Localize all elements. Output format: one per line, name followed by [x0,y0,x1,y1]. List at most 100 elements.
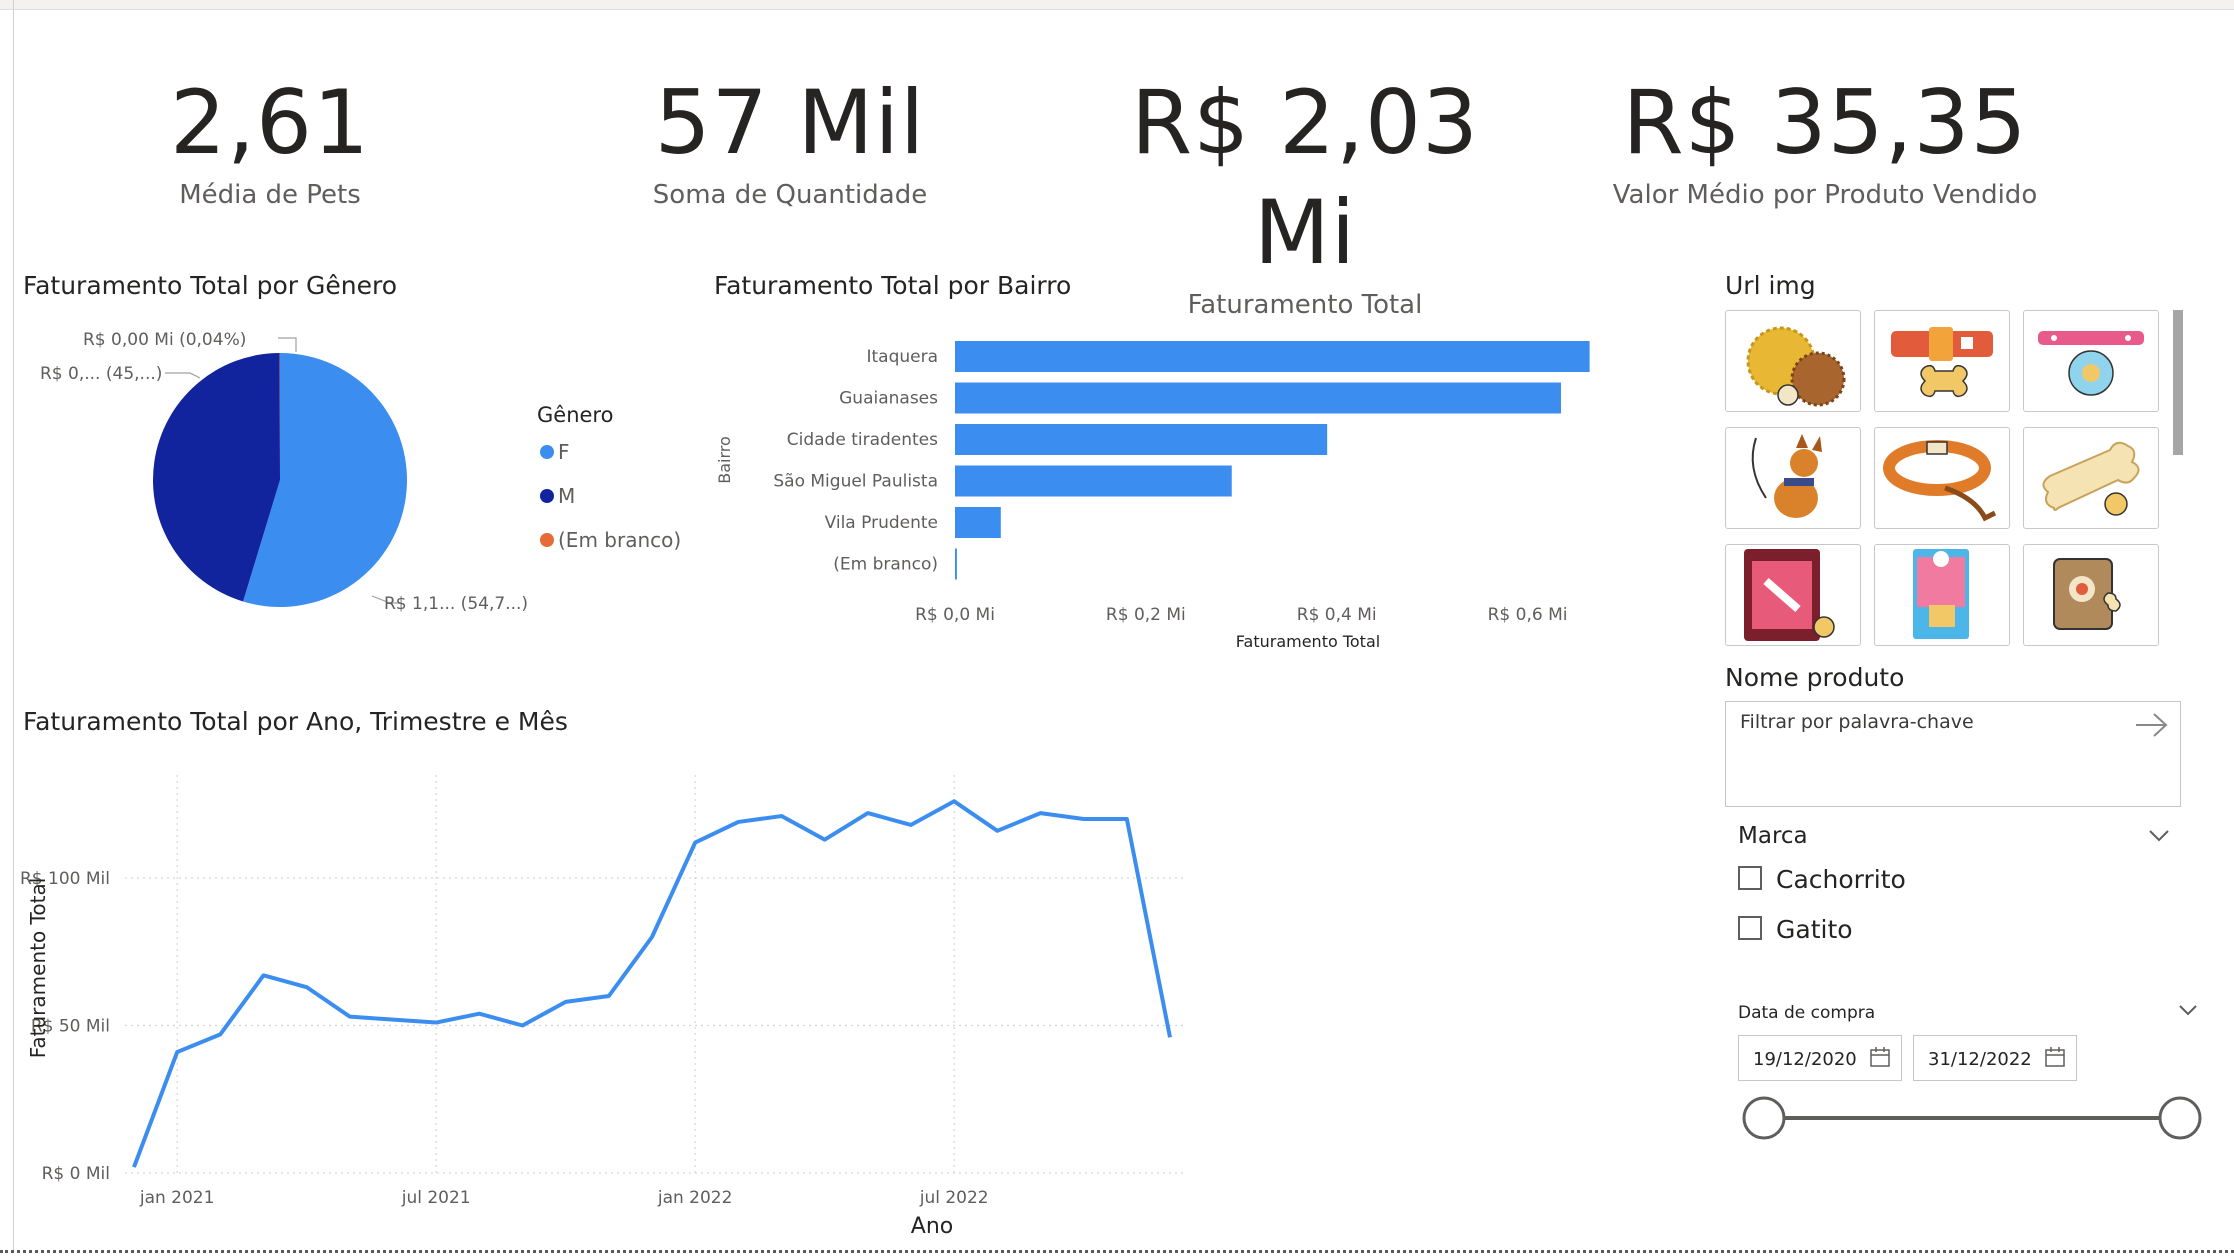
product-filter-title: Nome produto [1725,663,1905,692]
bar-category-label: Vila Prudente [825,513,938,533]
calendar-icon[interactable] [1869,1046,1891,1073]
checkbox[interactable] [1738,916,1762,940]
brand-option-cachorrito[interactable]: Cachorrito [1738,865,1906,894]
pie-leader-line [371,595,400,604]
slider-end-handle[interactable] [2158,1096,2202,1140]
brand-option-gatito[interactable]: Gatito [1738,915,1853,944]
legend-item-blank[interactable]: (Em branco) [540,528,681,552]
treat-bag-icon[interactable] [1725,544,1861,646]
bone-collar-icon[interactable] [1874,310,2010,412]
product-search-input[interactable] [1738,710,2122,734]
gender-legend-title: Gênero [537,403,614,427]
kpi-card-pets: 2,61 Média de Pets [150,68,390,210]
arrow-right-icon[interactable] [2134,712,2170,743]
chevron-down-icon[interactable] [2178,1004,2198,1023]
bar [955,382,1561,414]
bone-treat-icon[interactable] [2023,427,2159,529]
line-x-tick-label: jan 2022 [657,1188,733,1208]
pie-leader-line [165,372,201,379]
bar-category-label: (Em branco) [833,555,938,575]
line-x-tick-label: jul 2021 [401,1188,471,1208]
bar-x-axis-title: Faturamento Total [1236,632,1380,651]
pie-label-f: R$ 1,1... (54,7...) [384,594,528,614]
date-range-slider[interactable] [1738,1095,2208,1145]
dog-food-bag-icon[interactable] [2023,544,2159,646]
dog-on-leash-icon[interactable] [1725,427,1861,529]
kpi-label: Média de Pets [179,180,361,210]
kpi-value: R$ 35,35 [1622,71,2028,174]
gender-chart-title: Faturamento Total por Gênero [23,271,397,300]
checkbox[interactable] [1738,866,1762,890]
toy-balls-icon[interactable] [1725,310,1861,412]
bar-x-tick-label: R$ 0,2 Mi [1106,605,1186,625]
bairro-bar-chart: Itaquera Guaianases Cidade tiradentes São M… [715,341,1590,651]
pie-leader-line [278,337,297,352]
kpi-label: Faturamento Total [1187,290,1423,320]
product-search-box [1725,701,2181,807]
pie-label-m: R$ 0,... (45,...) [40,364,162,384]
cat-food-can-icon[interactable] [1874,544,2010,646]
bar [955,424,1328,455]
canvas-bottom-border [0,1250,2234,1253]
bar [955,507,1001,538]
legend-item-f[interactable]: F [540,440,570,464]
bar-marks: Itaquera Guaianases Cidade tiradentes São M… [773,341,1590,625]
brand-option-label: Cachorrito [1776,865,1906,894]
canvas-left-border [13,0,14,1250]
end-date-input[interactable]: 31/12/2022 [1913,1035,2077,1081]
images-panel-title: Url img [1725,271,1816,300]
bar-y-axis-title: Bairro [715,436,734,484]
line-marks: R$ 100 Mil R$ 50 Mil R$ 0 Mil jan 2021 jul 2… [20,775,1185,1208]
kpi-card-quantidade: 57 Mil Soma de Quantidade [640,68,940,210]
bar [955,548,957,580]
line-y-tick-label: R$ 100 Mil [20,869,110,889]
gender-pie-chart: R$ 0,00 Mi (0,04%) R$ 0,... (45,...) R$ … [40,330,528,614]
bar-x-tick-label: R$ 0,0 Mi [915,605,995,625]
brand-option-label: Gatito [1776,915,1853,944]
line-x-tick-label: jan 2021 [139,1188,215,1208]
slider-start-handle[interactable] [1742,1096,1786,1140]
revenue-line-chart: R$ 100 Mil R$ 50 Mil R$ 0 Mil jan 2021 jul 2… [20,775,1185,1239]
kpi-label: Valor Médio por Produto Vendido [1612,180,2038,210]
images-scrollbar[interactable] [2173,310,2183,455]
legend-item-m[interactable]: M [540,484,575,508]
start-date-input[interactable]: 19/12/2020 [1738,1035,1902,1081]
bar-x-tick-label: R$ 0,4 Mi [1297,605,1377,625]
line-y-axis-title: Faturamento Total [26,878,50,1059]
pink-collar-icon[interactable] [2023,310,2159,412]
kpi-card-valor-medio: R$ 35,35 Valor Médio por Produto Vendido [1600,68,2050,210]
legend-dot [540,532,554,547]
legend-dot [540,444,554,459]
bar-category-label: Guaianases [839,389,938,409]
line-y-tick-label: R$ 0 Mil [42,1164,110,1184]
pie-slice-m [153,353,280,602]
bar [955,465,1232,497]
bar-x-tick-label: R$ 0,6 Mi [1488,605,1568,625]
brand-filter-title: Marca [1738,823,1808,849]
line-y-tick-label: R$ 50 Mil [31,1017,110,1037]
kpi-label: Soma de Quantidade [652,180,928,210]
bar-category-label: São Miguel Paulista [773,472,938,492]
legend-dot [540,488,554,503]
line-x-tick-label: jul 2022 [919,1188,989,1208]
start-date-value: 19/12/2020 [1753,1049,1857,1070]
date-filter-title: Data de compra [1738,1003,1876,1023]
calendar-icon[interactable] [2044,1046,2066,1073]
chevron-down-icon[interactable] [2148,829,2170,848]
kpi-value: 2,61 [170,71,370,174]
bar-category-label: Cidade tiradentes [787,430,938,450]
legend-label: (Em branco) [558,528,682,552]
orange-collar-icon[interactable] [1874,427,2010,529]
legend-label: M [558,484,576,508]
kpi-value: 57 Mil [654,71,926,174]
bairro-chart-title: Faturamento Total por Bairro [714,271,1072,300]
bar [955,341,1590,372]
bar-category-label: Itaquera [866,347,938,367]
line-x-axis-title: Ano [911,1214,953,1239]
end-date-value: 31/12/2022 [1928,1049,2032,1070]
pie-label-blank: R$ 0,00 Mi (0,04%) [83,330,246,350]
kpi-card-faturamento: R$ 2,03 Mi Faturamento Total [1080,68,1530,320]
kpi-value: R$ 2,03 Mi [1130,71,1480,284]
line-chart-title: Faturamento Total por Ano, Trimestre e M… [23,707,568,736]
legend-label: F [558,440,570,464]
